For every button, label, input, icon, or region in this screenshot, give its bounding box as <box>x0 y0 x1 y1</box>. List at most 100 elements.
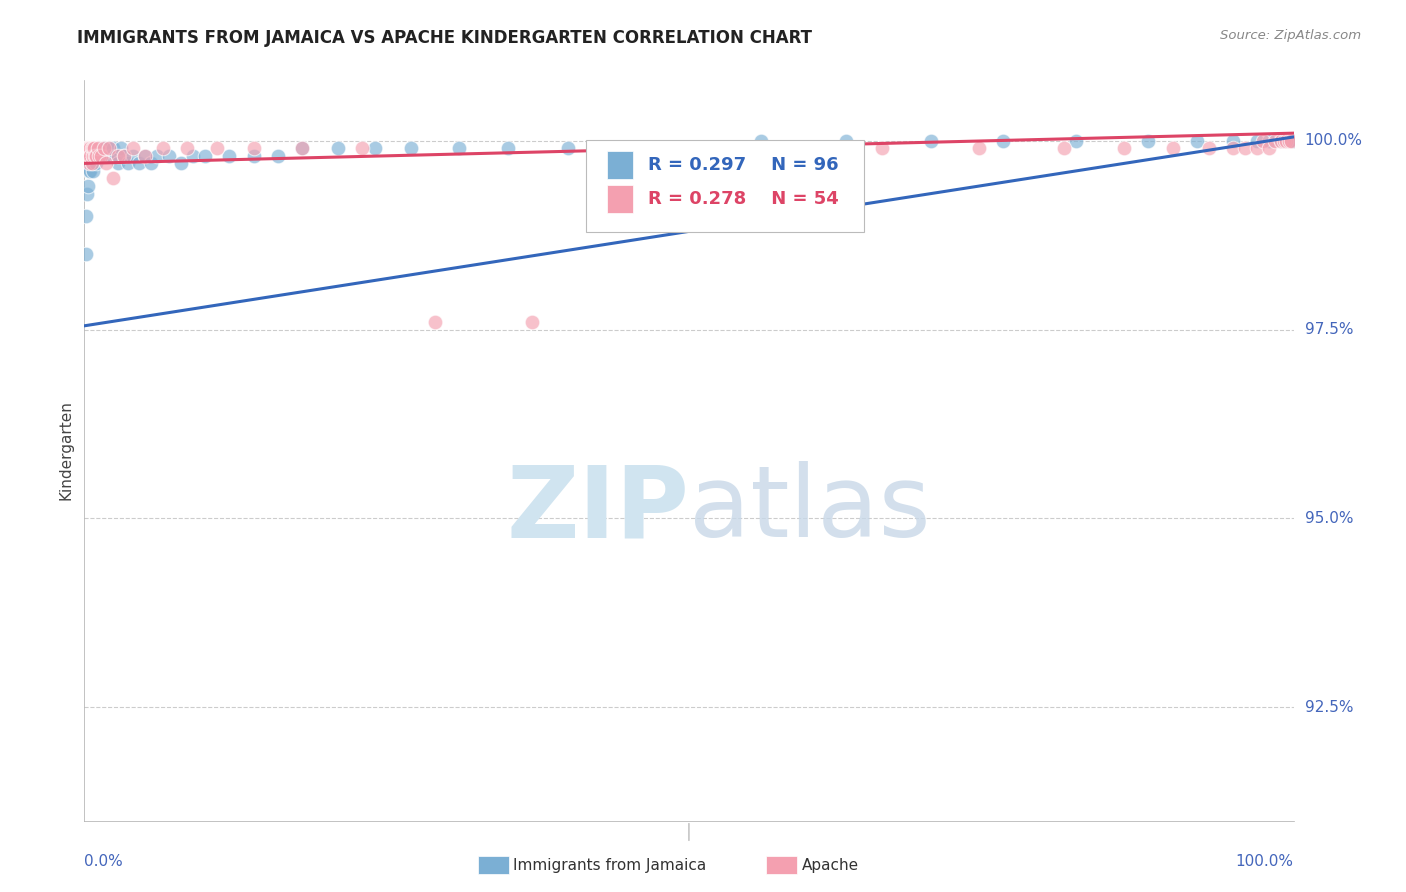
Point <box>86 149 108 163</box>
Point <box>1064 134 1087 148</box>
Point <box>79 141 101 155</box>
Point <box>1282 134 1305 148</box>
Point <box>993 134 1015 148</box>
Point <box>77 149 100 163</box>
Point <box>77 149 100 163</box>
Point <box>1277 134 1299 148</box>
Point <box>121 141 143 155</box>
Point <box>77 141 100 155</box>
Point <box>1278 134 1301 148</box>
Point <box>77 156 100 170</box>
Point <box>678 141 700 155</box>
Point <box>1222 134 1244 148</box>
Point <box>76 141 98 155</box>
Point <box>80 156 103 170</box>
Point <box>83 141 105 155</box>
Point <box>79 141 101 155</box>
Point <box>110 141 132 155</box>
Point <box>751 141 773 155</box>
Text: 97.5%: 97.5% <box>1305 322 1353 337</box>
Point <box>80 141 103 155</box>
Point <box>77 141 100 155</box>
Point <box>1278 134 1301 148</box>
Point <box>967 141 990 155</box>
Point <box>751 134 773 148</box>
Point <box>449 141 471 155</box>
Text: Source: ZipAtlas.com: Source: ZipAtlas.com <box>1220 29 1361 42</box>
Point <box>1222 141 1244 155</box>
Point <box>328 141 350 155</box>
Point <box>76 149 98 163</box>
Point <box>399 141 422 155</box>
Point <box>146 149 169 163</box>
Point <box>152 141 174 155</box>
Point <box>107 156 129 170</box>
Point <box>76 156 98 170</box>
Point <box>520 315 543 329</box>
Point <box>79 149 101 163</box>
Point <box>75 247 97 261</box>
Point <box>82 141 104 155</box>
Point <box>77 141 100 155</box>
Point <box>1137 134 1160 148</box>
Point <box>134 149 156 163</box>
FancyBboxPatch shape <box>586 139 865 232</box>
Text: R = 0.278    N = 54: R = 0.278 N = 54 <box>648 190 838 208</box>
Point <box>93 141 115 155</box>
Point <box>76 141 98 155</box>
Point <box>1272 134 1295 148</box>
Bar <box>607 152 633 179</box>
Point <box>112 149 135 163</box>
Point <box>1161 141 1184 155</box>
Point <box>176 141 198 155</box>
Text: IMMIGRANTS FROM JAMAICA VS APACHE KINDERGARTEN CORRELATION CHART: IMMIGRANTS FROM JAMAICA VS APACHE KINDER… <box>77 29 813 46</box>
Point <box>363 141 385 155</box>
Point <box>87 149 110 163</box>
Point <box>79 164 101 178</box>
Point <box>80 156 103 170</box>
Point <box>496 141 519 155</box>
Point <box>1198 141 1220 155</box>
Point <box>557 141 579 155</box>
Point <box>1258 141 1281 155</box>
Point <box>90 149 112 163</box>
Point <box>91 141 114 155</box>
Point <box>77 156 100 170</box>
Point <box>87 141 110 155</box>
Point <box>352 141 374 155</box>
Point <box>1279 134 1302 148</box>
Point <box>1270 134 1292 148</box>
Point <box>82 141 104 155</box>
Point <box>77 149 100 163</box>
Point <box>242 141 264 155</box>
Text: 0.0%: 0.0% <box>84 854 124 869</box>
Point <box>1275 134 1298 148</box>
Point <box>267 149 290 163</box>
Point <box>77 141 100 155</box>
Point <box>617 141 640 155</box>
Point <box>157 149 180 163</box>
Point <box>1253 134 1275 148</box>
Text: ZIP: ZIP <box>506 461 689 558</box>
Point <box>872 141 894 155</box>
Point <box>97 141 120 155</box>
Point <box>117 156 139 170</box>
Point <box>1281 134 1303 148</box>
Point <box>1185 134 1208 148</box>
Point <box>86 141 108 155</box>
Point <box>112 149 135 163</box>
Point <box>1279 134 1302 148</box>
Text: R = 0.297    N = 96: R = 0.297 N = 96 <box>648 156 838 175</box>
Point <box>1246 141 1268 155</box>
Point <box>93 141 115 155</box>
Point <box>128 156 150 170</box>
Point <box>1234 141 1257 155</box>
Point <box>207 141 229 155</box>
Point <box>79 156 101 170</box>
Point <box>76 186 98 201</box>
Bar <box>607 185 633 213</box>
Point <box>920 134 942 148</box>
Point <box>75 209 97 223</box>
Point <box>77 179 100 194</box>
Point <box>170 156 193 170</box>
